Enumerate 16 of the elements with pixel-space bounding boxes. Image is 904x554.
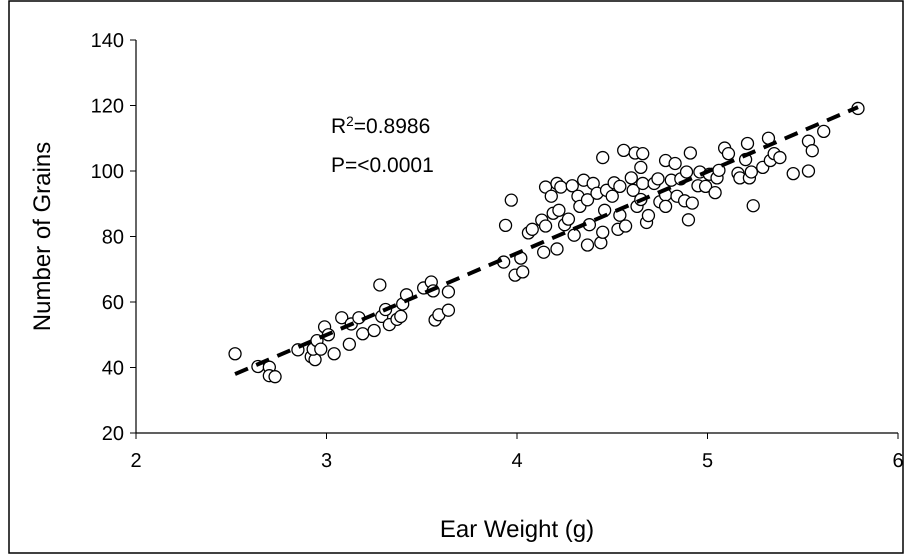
y-tick-label: 140 <box>90 30 124 52</box>
annotation: P=<0.0001 <box>331 154 434 177</box>
x-axis-title: Ear Weight (g) <box>440 516 594 543</box>
y-tick-label: 40 <box>102 358 124 380</box>
x-tick-label: 3 <box>320 450 332 472</box>
y-tick-label: 20 <box>102 423 124 445</box>
y-axis-title: Number of Grains <box>29 142 56 332</box>
x-tick-label: 6 <box>892 450 904 472</box>
y-tick-label: 100 <box>90 161 124 183</box>
x-tick-label: 5 <box>702 450 714 472</box>
y-tick-label: 80 <box>102 226 124 248</box>
x-tick-label: 4 <box>511 450 523 472</box>
annotation: R$^{2}$=0.8986 <box>331 114 430 138</box>
y-tick-label: 60 <box>102 292 124 314</box>
y-tick-label: 120 <box>90 96 124 118</box>
x-tick-label: 2 <box>130 450 142 472</box>
